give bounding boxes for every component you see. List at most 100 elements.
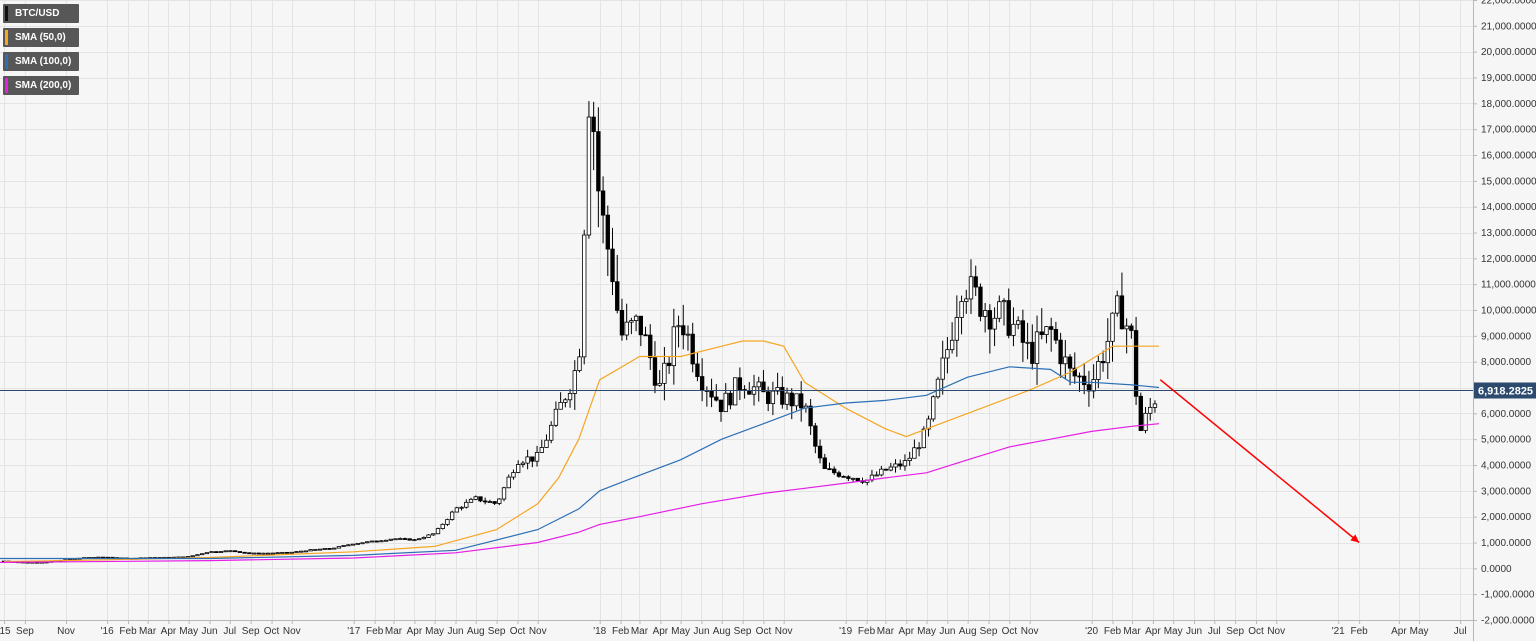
x-tick-labels: '15SepNov'16FebMarAprMayJunJulSepOctNov'… — [0, 620, 1467, 637]
candle-body-219 — [1034, 331, 1040, 364]
candle-body-75 — [355, 542, 360, 545]
x-tick-label-35: Mar — [877, 626, 895, 637]
candle-body-194 — [916, 447, 922, 450]
y-tick-label-0: 22,000.0000 — [1481, 0, 1536, 7]
candle-body-78 — [369, 540, 375, 543]
grid — [0, 0, 1473, 621]
y-tick-label-20: 2,000.0000 — [1481, 512, 1531, 523]
candle-body-239 — [1129, 325, 1134, 331]
y-tick-label-4: 18,000.0000 — [1481, 99, 1536, 110]
candle-body-126 — [596, 131, 601, 192]
candle-body-143 — [676, 325, 681, 328]
candle-body-189 — [893, 463, 898, 468]
candle-body-168 — [794, 393, 799, 407]
candle-body-54 — [256, 552, 261, 555]
candle-body-43 — [204, 552, 210, 555]
legend-item-btcusd[interactable]: BTC/USD — [3, 4, 80, 23]
candle-body-117 — [553, 408, 559, 426]
candle-body-228 — [1077, 375, 1082, 378]
candle-body-238 — [1124, 325, 1129, 330]
legend-item-sma-100[interactable]: SMA (100,0) — [3, 52, 80, 71]
candle-body-205 — [968, 276, 974, 300]
candle-body-48 — [228, 550, 233, 553]
candle-body-155 — [732, 377, 738, 406]
candle-body-72 — [341, 545, 346, 547]
candle-body-51 — [242, 551, 247, 554]
candle-body-106 — [501, 487, 507, 500]
x-tick-label-46: Apr — [1145, 626, 1161, 637]
x-tick-label-27: May — [671, 626, 690, 637]
candle-body-187 — [883, 468, 889, 471]
x-tick-label-38: Jun — [939, 626, 955, 637]
candle-body-112 — [530, 456, 535, 462]
legend-label-sma-50: SMA (50,0) — [15, 32, 66, 43]
candle-body-132 — [624, 321, 629, 336]
candle-body-127 — [600, 190, 606, 216]
candle-body-145 — [685, 333, 691, 336]
candle-body-195 — [921, 428, 926, 449]
candle-body-103 — [487, 501, 493, 503]
candle-body-59 — [280, 551, 285, 554]
candle-body-77 — [365, 541, 370, 544]
x-tick-label-55: Apr — [1391, 626, 1407, 637]
candle-body-211 — [997, 301, 1002, 319]
candle-body-140 — [662, 362, 667, 384]
candle-body-207 — [978, 286, 983, 317]
x-tick-label-32: Nov — [775, 626, 793, 637]
series-line-sma-200-0- — [0, 423, 1160, 563]
candle-body-62 — [294, 551, 299, 553]
y-tick-label-3: 19,000.0000 — [1481, 73, 1536, 84]
x-tick-label-29: Aug — [713, 626, 731, 637]
candle-body-221 — [1044, 326, 1049, 336]
candle-body-80 — [379, 540, 384, 543]
candle-body-167 — [789, 392, 794, 407]
x-tick-label-1: Sep — [16, 626, 34, 637]
candle-body-233 — [1100, 361, 1106, 364]
candle-body-210 — [992, 317, 997, 330]
candle-body-176 — [832, 468, 837, 474]
x-tick-label-44: Feb — [1104, 626, 1122, 637]
candle-body-129 — [610, 248, 615, 283]
legend-item-sma-50[interactable]: SMA (50,0) — [3, 28, 80, 47]
candle-body-58 — [275, 552, 280, 555]
y-tick-label-17: 5,000.0000 — [1481, 435, 1531, 446]
x-tick-label-47: May — [1164, 626, 1183, 637]
candle-body-204 — [964, 298, 969, 302]
candle-body-197 — [931, 396, 936, 420]
candle-body-102 — [482, 500, 488, 503]
x-tick-label-41: Oct — [1002, 626, 1018, 637]
candle-body-42 — [199, 553, 205, 556]
y-tick-label-10: 12,000.0000 — [1481, 254, 1536, 265]
candle-body-172 — [813, 425, 818, 447]
y-tick-label-12: 10,000.0000 — [1481, 306, 1536, 317]
candle-body-193 — [912, 447, 917, 459]
candle-body-188 — [888, 466, 893, 471]
x-tick-label-10: Sep — [242, 626, 260, 637]
candle-body-81 — [383, 539, 389, 542]
x-tick-label-18: Jun — [447, 626, 463, 637]
candle-body-57 — [270, 552, 276, 555]
candle-body-69 — [327, 548, 332, 550]
y-tick-label-13: 9,000.0000 — [1481, 331, 1531, 342]
legend-swatch-btcusd — [5, 6, 8, 21]
candle-body-206 — [973, 276, 978, 288]
y-tick-label-9: 13,000.0000 — [1481, 228, 1536, 239]
candle-body-135 — [638, 315, 643, 336]
x-tick-label-54: Feb — [1351, 626, 1369, 637]
candle-body-61 — [289, 551, 294, 554]
candle-body-88 — [416, 538, 422, 541]
y-tick-label-18: 4,000.0000 — [1481, 461, 1531, 472]
candle-body-146 — [690, 333, 695, 365]
legend-item-sma-200[interactable]: SMA (200,0) — [3, 76, 80, 95]
candle-body-130 — [615, 281, 620, 311]
candle-body-174 — [822, 457, 827, 470]
candle-body-107 — [506, 476, 511, 489]
y-tick-label-6: 16,000.0000 — [1481, 151, 1536, 162]
current-price-label: 6,918.2825 — [1478, 386, 1533, 398]
candle-body-111 — [525, 456, 530, 464]
candle-body-63 — [299, 550, 304, 553]
candle-body-41 — [195, 554, 200, 557]
candle-body-119 — [563, 399, 568, 403]
candle-body-121 — [572, 370, 577, 394]
